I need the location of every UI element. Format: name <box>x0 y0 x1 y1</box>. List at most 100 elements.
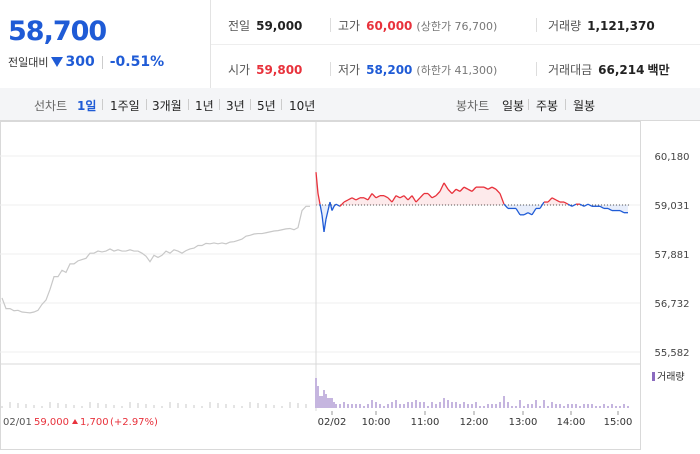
volume-label: 거래량 <box>548 19 582 33</box>
above-ref-fill <box>460 187 464 205</box>
lower-limit: (하한가 41,300) <box>416 64 498 77</box>
below-ref-fill <box>624 204 628 213</box>
intraday-price-segment <box>317 193 321 205</box>
tab-separator <box>250 99 251 110</box>
intraday-price-segment <box>515 208 521 216</box>
tab-separator <box>565 99 566 110</box>
intraday-price-segment <box>343 199 349 203</box>
intraday-price-segment <box>607 207 613 212</box>
intraday-price-segment <box>571 203 577 207</box>
above-ref-fill <box>468 189 472 205</box>
above-ref-fill <box>492 187 496 205</box>
tab-separator <box>281 99 282 110</box>
prev-day-change: 1,700 <box>80 417 109 428</box>
below-ref-fill <box>604 204 608 209</box>
intraday-price-segment <box>431 195 437 199</box>
intraday-price-segment <box>491 186 497 190</box>
intraday-price-segment <box>319 204 323 215</box>
low-stat: 저가 58,200 (하한가 41,300) <box>338 61 497 78</box>
y-tick-label: 55,582 <box>655 348 690 359</box>
above-ref-fill <box>472 187 476 205</box>
below-ref-fill <box>524 204 528 215</box>
period-3y-tab[interactable]: 3년 <box>226 99 245 113</box>
above-ref-fill <box>428 193 432 205</box>
x-tick-label: 13:00 <box>509 417 538 428</box>
weekly-candle-tab[interactable]: 주봉 <box>536 99 559 113</box>
intraday-price-segment <box>599 205 605 210</box>
intraday-price-segment <box>539 201 545 209</box>
amount-stat: 거래대금 66,214 백만 <box>548 61 670 78</box>
high-stat: 고가 60,000 (상한가 76,700) <box>338 17 497 34</box>
below-ref-fill <box>536 204 540 209</box>
below-ref-fill <box>616 204 620 211</box>
above-ref-fill <box>408 195 412 205</box>
above-ref-fill <box>544 202 548 205</box>
stat-divider <box>536 62 537 76</box>
intraday-price-segment <box>587 203 593 207</box>
prev-close-value: 59,000 <box>256 19 303 33</box>
intraday-price-segment <box>367 193 373 201</box>
intraday-price-segment <box>455 188 461 192</box>
period-1d-tab[interactable]: 1일 <box>77 99 97 113</box>
y-tick-layer: 60,180 59,031 57,881 56,732 55,582 <box>655 152 690 359</box>
intraday-price-segment <box>499 193 505 205</box>
daily-candle-tab[interactable]: 일봉 <box>502 99 525 113</box>
period-3m-tab[interactable]: 3개월 <box>152 99 182 113</box>
above-ref-fill <box>372 193 376 205</box>
y-tick-label: 56,732 <box>655 299 690 310</box>
period-5y-tab[interactable]: 5년 <box>257 99 276 113</box>
period-1y-tab[interactable]: 1년 <box>195 99 214 113</box>
y-tick-label: 60,180 <box>655 152 690 163</box>
upper-limit: (상한가 76,700) <box>416 20 498 33</box>
intraday-price-segment <box>435 190 441 197</box>
above-ref-fill <box>404 195 408 205</box>
amount-unit: 백만 <box>647 63 670 77</box>
intraday-price-segment <box>375 195 381 199</box>
intraday-price-segment <box>335 203 341 207</box>
open-value: 59,800 <box>256 63 303 77</box>
period-10y-tab[interactable]: 10년 <box>289 99 316 113</box>
amount-value: 66,214 <box>598 63 645 77</box>
intraday-price-segment <box>467 188 473 192</box>
line-layer <box>1 172 628 314</box>
tab-separator <box>102 99 103 110</box>
above-ref-fill <box>560 202 564 205</box>
intraday-price-segment <box>459 186 465 192</box>
intraday-price-segment <box>347 197 353 201</box>
up-triangle-icon <box>72 419 78 424</box>
x-tick-label: 10:00 <box>362 417 391 428</box>
intraday-price-segment <box>527 212 533 216</box>
intraday-price-segment <box>471 186 477 192</box>
intraday-price-segment <box>323 218 327 232</box>
above-ref-fill <box>420 193 424 205</box>
down-triangle-icon <box>51 57 64 67</box>
x-tick-layer: 02/02 10:00 11:00 12:00 13:00 14:00 15:00 <box>318 411 632 428</box>
intraday-price-segment <box>443 182 449 190</box>
below-ref-fill <box>612 204 616 211</box>
price-chart: 60,180 59,031 57,881 56,732 55,582 02/02 10:0… <box>0 121 700 450</box>
intraday-price-segment <box>325 210 329 220</box>
intraday-price-segment <box>371 193 377 199</box>
volume-legend-swatch <box>652 372 655 381</box>
y-tick-label: 57,881 <box>655 250 690 261</box>
intraday-price-segment <box>579 203 585 207</box>
price-box: 58,700 전일대비 300 -0.51% <box>0 0 211 88</box>
monthly-candle-tab[interactable]: 월봉 <box>573 99 596 113</box>
change-label: 전일대비 <box>8 56 49 69</box>
y-tick-label: 59,031 <box>655 201 690 212</box>
intraday-price-segment <box>555 199 561 203</box>
intraday-price-segment <box>411 195 417 203</box>
above-ref-fill <box>476 187 480 205</box>
period-1w-tab[interactable]: 1주일 <box>110 99 140 113</box>
x-tick-label: 14:00 <box>557 417 586 428</box>
above-ref-fill <box>440 182 444 205</box>
above-ref-fill <box>488 187 492 205</box>
above-ref-fill <box>484 187 488 205</box>
stat-divider <box>330 62 331 76</box>
intraday-price-segment <box>427 193 433 199</box>
change-row: 전일대비 300 -0.51% <box>8 54 164 70</box>
x-tick-label: 12:00 <box>460 417 489 428</box>
x-tick-label: 11:00 <box>411 417 440 428</box>
above-ref-fill <box>368 193 372 205</box>
stat-divider <box>330 18 331 32</box>
